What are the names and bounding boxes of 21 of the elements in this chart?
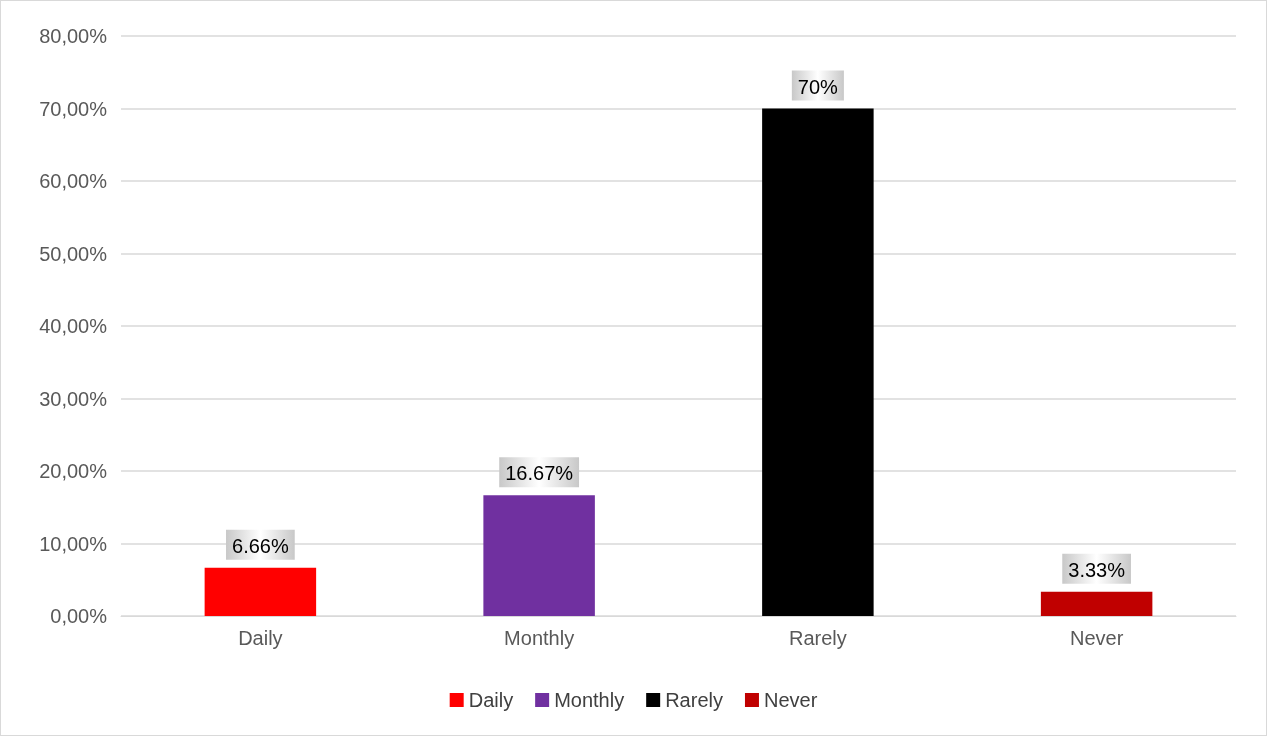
y-tick-label: 40,00% — [39, 315, 108, 337]
legend-label: Rarely — [665, 689, 723, 711]
data-label: 70% — [797, 75, 839, 98]
y-tick-label: 80,00% — [39, 25, 108, 47]
y-tick-label: 0,00% — [50, 605, 108, 627]
x-tick-label: Daily — [238, 627, 283, 649]
legend-label: Daily — [468, 689, 514, 711]
data-label: 6.66% — [232, 534, 289, 557]
y-tick-label: 20,00% — [39, 460, 108, 482]
y-tick-label: 50,00% — [39, 242, 108, 265]
y-tick-label: 10,00% — [39, 532, 108, 555]
y-tick-label: 30,00% — [39, 387, 108, 410]
y-tick-label: 70,00% — [39, 97, 108, 120]
data-label: 3.33% — [1068, 558, 1126, 581]
x-tick-label: Rarely — [788, 627, 847, 649]
x-tick-label: Never — [1069, 627, 1124, 649]
x-tick-label: Monthly — [504, 627, 575, 649]
legend-label: Never — [763, 689, 818, 711]
y-tick-label: 60,00% — [39, 170, 108, 192]
data-label: 16.67% — [505, 462, 574, 485]
legend-label: Monthly — [554, 689, 625, 711]
